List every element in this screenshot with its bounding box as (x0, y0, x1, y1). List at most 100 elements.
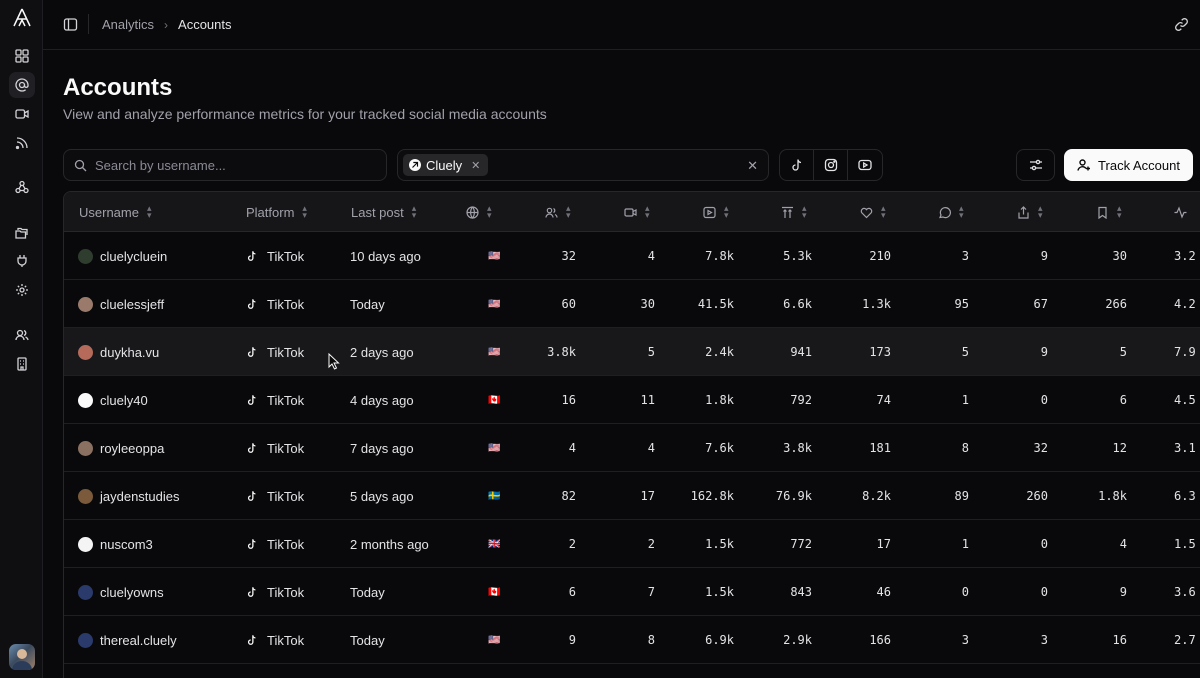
users-icon[interactable] (9, 322, 35, 348)
instagram-filter-button[interactable] (814, 150, 848, 180)
tiktok-icon (247, 251, 256, 261)
filter-chip-cluely[interactable]: Cluely ✕ (403, 154, 489, 176)
col-username[interactable]: Username ▴ ▾ (79, 192, 152, 232)
cell-shares: 9 (1040, 249, 1048, 263)
likes-icon (860, 207, 873, 218)
cell-likes: 181 (869, 441, 891, 455)
cell-username[interactable]: thereal.cluely (78, 616, 177, 664)
accounts-at-icon[interactable] (9, 72, 35, 98)
sort-icon: ▴ ▾ (302, 203, 307, 220)
table-row[interactable]: cluelyowns TikTok Today 🇨🇦 6 7 1.5k 843 46 0 0 9 3.6 (64, 568, 1200, 616)
cell-followers: 9 (568, 633, 576, 647)
link-icon[interactable] (1174, 17, 1189, 32)
building-icon[interactable] (9, 351, 35, 377)
webhook-icon[interactable] (9, 174, 35, 200)
cell-saves: 30 (1112, 249, 1127, 263)
table-row[interactable]: royleeoppa TikTok 7 days ago 🇺🇸 4 4 7.6k 3.8k 18… (64, 424, 1200, 472)
table-row[interactable]: thereal.cluely TikTok Today 🇺🇸 9 8 6.9k 2.9k 166… (64, 616, 1200, 664)
cell-username[interactable]: jaydenstudies (78, 472, 180, 520)
chevron-right-icon: › (164, 17, 169, 32)
cell-avg-views: 2.9k (783, 633, 812, 647)
logo-icon[interactable] (11, 7, 33, 29)
table-row[interactable]: cluelycluein TikTok 10 days ago 🇺🇸 32 4 7.8k 5.… (64, 232, 1200, 280)
cell-videos: 5 (647, 345, 655, 359)
dashboard-icon[interactable] (9, 43, 35, 69)
cell-saves: 266 (1105, 297, 1127, 311)
table-row[interactable]: nuscom3 TikTok 2 months ago 🇬🇧 2 2 1.5k 772 17 1 0… (64, 520, 1200, 568)
top-bar: Analytics › Accounts (43, 0, 1200, 50)
cell-username[interactable]: cluelycluein (78, 232, 167, 280)
breadcrumb: Analytics › Accounts (102, 17, 232, 32)
cell-username[interactable]: cluelessjeff (78, 280, 164, 328)
cell-views: 2.4k (705, 345, 734, 359)
cell-shares: 0 (1040, 537, 1048, 551)
user-avatar[interactable] (9, 644, 35, 670)
cell-likes: 173 (869, 345, 891, 359)
cell-avg-views: 5.3k (783, 249, 812, 263)
cell-username[interactable]: cluely40 (78, 376, 148, 424)
cell-username[interactable]: duykha.vu (78, 328, 159, 376)
col-videos[interactable]: ▴ ▾ (624, 192, 650, 232)
col-shares[interactable]: ▴ ▾ (1017, 192, 1043, 232)
cell-last-post: 5 days ago (350, 488, 414, 504)
youtube-filter-button[interactable] (848, 150, 882, 180)
cell-comments: 1 (961, 393, 969, 407)
clear-filter-icon[interactable]: ✕ (747, 158, 758, 173)
tiktok-filter-button[interactable] (780, 150, 814, 180)
col-engagement[interactable] (1174, 192, 1187, 232)
cell-views: 6.9k (705, 633, 734, 647)
rss-icon[interactable] (9, 130, 35, 156)
shares-icon (1018, 205, 1029, 219)
column-settings-button[interactable] (1016, 149, 1055, 181)
col-comments[interactable]: ▴ ▾ (938, 192, 964, 232)
remove-chip-icon[interactable]: ✕ (471, 159, 481, 172)
sort-icon: ▴ ▾ (1038, 203, 1043, 220)
cell-engagement: 3.6 (1174, 585, 1196, 599)
comments-icon (939, 206, 951, 218)
cell-shares: 0 (1040, 585, 1048, 599)
cell-username[interactable]: cluelyowns (78, 568, 164, 616)
col-views[interactable]: ▴ ▾ (703, 192, 729, 232)
col-last-post[interactable]: Last post ▴ ▾ (351, 192, 416, 232)
globe-icon (466, 205, 479, 219)
track-account-label: Track Account (1098, 157, 1180, 173)
cell-username[interactable]: nuscom3 (78, 520, 153, 568)
cell-country-flag: 🇺🇸 (488, 634, 501, 646)
cell-followers: 6 (568, 585, 576, 599)
breadcrumb-analytics[interactable]: Analytics (102, 17, 155, 32)
table-row[interactable]: cluely40 TikTok 4 days ago 🇨🇦 16 11 1.8k 792 74 1… (64, 376, 1200, 424)
cell-platform: TikTok (246, 568, 304, 616)
col-platform-label: Platform (246, 204, 295, 220)
username-text: nuscom3 (100, 536, 153, 552)
folders-icon[interactable] (9, 220, 35, 246)
cell-username[interactable]: royleeoppa (78, 424, 164, 472)
cell-engagement: 7.9 (1174, 345, 1196, 359)
col-avg-views[interactable]: ▴ ▾ (781, 192, 807, 232)
col-platform[interactable]: Platform ▴ ▾ (246, 192, 307, 232)
cell-comments: 1 (961, 537, 969, 551)
cell-views: 1.5k (705, 585, 734, 599)
search-input[interactable] (95, 157, 375, 173)
cell-platform: TikTok (246, 280, 304, 328)
sidebar-toggle-icon[interactable] (63, 17, 78, 32)
table-row[interactable]: jaydenstudies TikTok 5 days ago 🇸🇪 82 17 162.8… (64, 472, 1200, 520)
table-row[interactable]: cluelessjeff TikTok Today 🇺🇸 60 30 41.5k 6.6k 1.… (64, 280, 1200, 328)
track-account-button[interactable]: Track Account (1064, 149, 1193, 181)
video-icon[interactable] (9, 101, 35, 127)
settings-icon[interactable] (9, 277, 35, 303)
username-text: cluely40 (100, 392, 148, 408)
col-likes[interactable]: ▴ ▾ (860, 192, 886, 232)
plug-icon[interactable] (9, 248, 35, 274)
cell-videos: 8 (647, 633, 655, 647)
cell-followers: 16 (561, 393, 576, 407)
table-row[interactable]: duykha.vu TikTok 2 days ago 🇺🇸 3.8k 5 2.4k 941 1… (64, 328, 1200, 376)
sort-icon: ▴ ▾ (487, 203, 492, 220)
col-country[interactable]: ▴ ▾ (466, 192, 492, 232)
col-username-label: Username (79, 204, 139, 220)
col-saves[interactable]: ▴ ▾ (1096, 192, 1122, 232)
account-avatar (78, 344, 93, 360)
account-avatar (78, 584, 93, 600)
cell-likes: 1.3k (862, 297, 891, 311)
col-followers[interactable]: ▴ ▾ (545, 192, 571, 232)
account-filter[interactable]: Cluely ✕ ✕ (397, 149, 769, 181)
